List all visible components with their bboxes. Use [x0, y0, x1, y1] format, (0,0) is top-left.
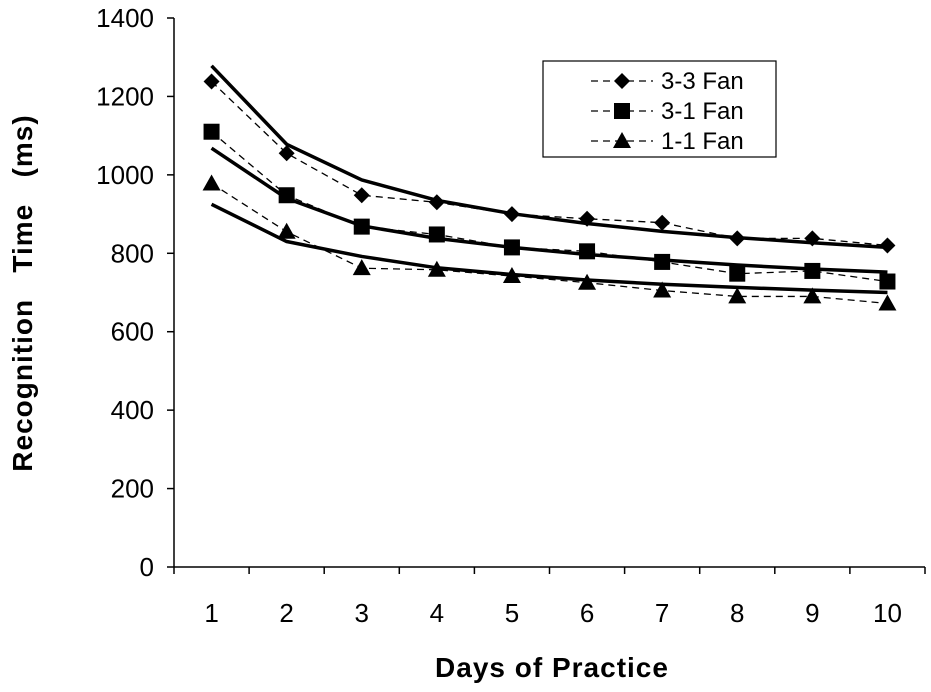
data-point-diamond — [804, 230, 821, 247]
legend-label: 3-3 Fan — [661, 68, 744, 95]
x-tick-label: 6 — [580, 598, 594, 628]
data-point-triangle — [578, 273, 597, 290]
y-tick-label: 1000 — [96, 160, 154, 190]
x-tick-label: 8 — [730, 598, 744, 628]
x-tick-label: 2 — [279, 598, 293, 628]
legend-item: 3-3 Fan — [591, 68, 744, 95]
y-tick-label: 600 — [111, 317, 154, 347]
legend-swatch-triangle — [613, 132, 631, 148]
fit-curve-3 — [210, 202, 888, 295]
axes — [167, 17, 926, 574]
fit-curve-2 — [210, 146, 888, 274]
data-point-triangle — [878, 294, 897, 311]
data-point-triangle — [202, 174, 221, 191]
data-point-square — [804, 262, 821, 279]
data-point-triangle — [803, 287, 822, 304]
data-point-square — [654, 253, 671, 270]
data-point-square — [503, 239, 520, 256]
data-point-diamond — [278, 145, 295, 162]
data-point-triangle — [728, 287, 747, 304]
legend-swatch-square — [614, 103, 630, 119]
y-tick-label: 200 — [111, 474, 154, 504]
data-point-triangle — [653, 281, 672, 298]
legend-label: 1-1 Fan — [661, 128, 744, 155]
y-tick-label: 1400 — [96, 3, 154, 33]
series-diamond — [203, 73, 896, 254]
x-axis-title: Days of Practice — [435, 652, 669, 683]
fit-curves — [210, 64, 888, 295]
data-point-square — [579, 243, 596, 260]
data-point-diamond — [353, 187, 370, 204]
x-tick-label: 1 — [204, 598, 218, 628]
series-triangle — [202, 174, 897, 311]
data-point-square — [203, 123, 220, 140]
data-point-triangle — [427, 260, 446, 277]
x-tick-label: 4 — [430, 598, 444, 628]
data-point-triangle — [502, 267, 521, 284]
x-tick-label: 10 — [873, 598, 902, 628]
data-point-square — [353, 218, 370, 235]
y-axis-title: Recognition Time (ms) — [7, 114, 38, 471]
data-point-diamond — [879, 237, 896, 254]
x-tick-label: 9 — [805, 598, 819, 628]
data-point-triangle — [352, 259, 371, 276]
data-point-triangle — [277, 222, 296, 239]
legend-label: 3-1 Fan — [661, 98, 744, 125]
series-line — [211, 182, 888, 305]
data-series — [202, 73, 897, 311]
legend-swatch-diamond — [614, 73, 630, 89]
data-point-diamond — [203, 73, 220, 90]
tick-labels: 0 200 400 600 800 1000 1200 1400 1 2 3 4 5 6 7 8 9 10 — [96, 3, 902, 628]
data-point-diamond — [579, 210, 596, 227]
legend: 3-3 Fan 3-1 Fan 1-1 Fan — [542, 60, 777, 158]
x-tick-label: 3 — [355, 598, 369, 628]
data-point-diamond — [654, 214, 671, 231]
data-point-square — [278, 187, 295, 204]
x-tick-label: 7 — [655, 598, 669, 628]
y-tick-label: 0 — [140, 552, 154, 582]
fit-curve-1 — [210, 64, 888, 250]
x-tick-label: 5 — [505, 598, 519, 628]
y-tick-label: 400 — [111, 395, 154, 425]
data-point-diamond — [729, 230, 746, 247]
legend-box — [542, 60, 777, 158]
legend-item: 3-1 Fan — [591, 98, 744, 125]
data-point-square — [428, 226, 445, 243]
data-point-square — [729, 265, 746, 282]
y-tick-label: 800 — [111, 238, 154, 268]
data-point-diamond — [428, 194, 445, 211]
data-point-square — [879, 273, 896, 290]
data-point-diamond — [503, 206, 520, 223]
legend-item: 1-1 Fan — [591, 128, 744, 155]
series-square — [203, 123, 896, 290]
y-tick-label: 1200 — [96, 81, 154, 111]
series-line — [211, 81, 888, 247]
